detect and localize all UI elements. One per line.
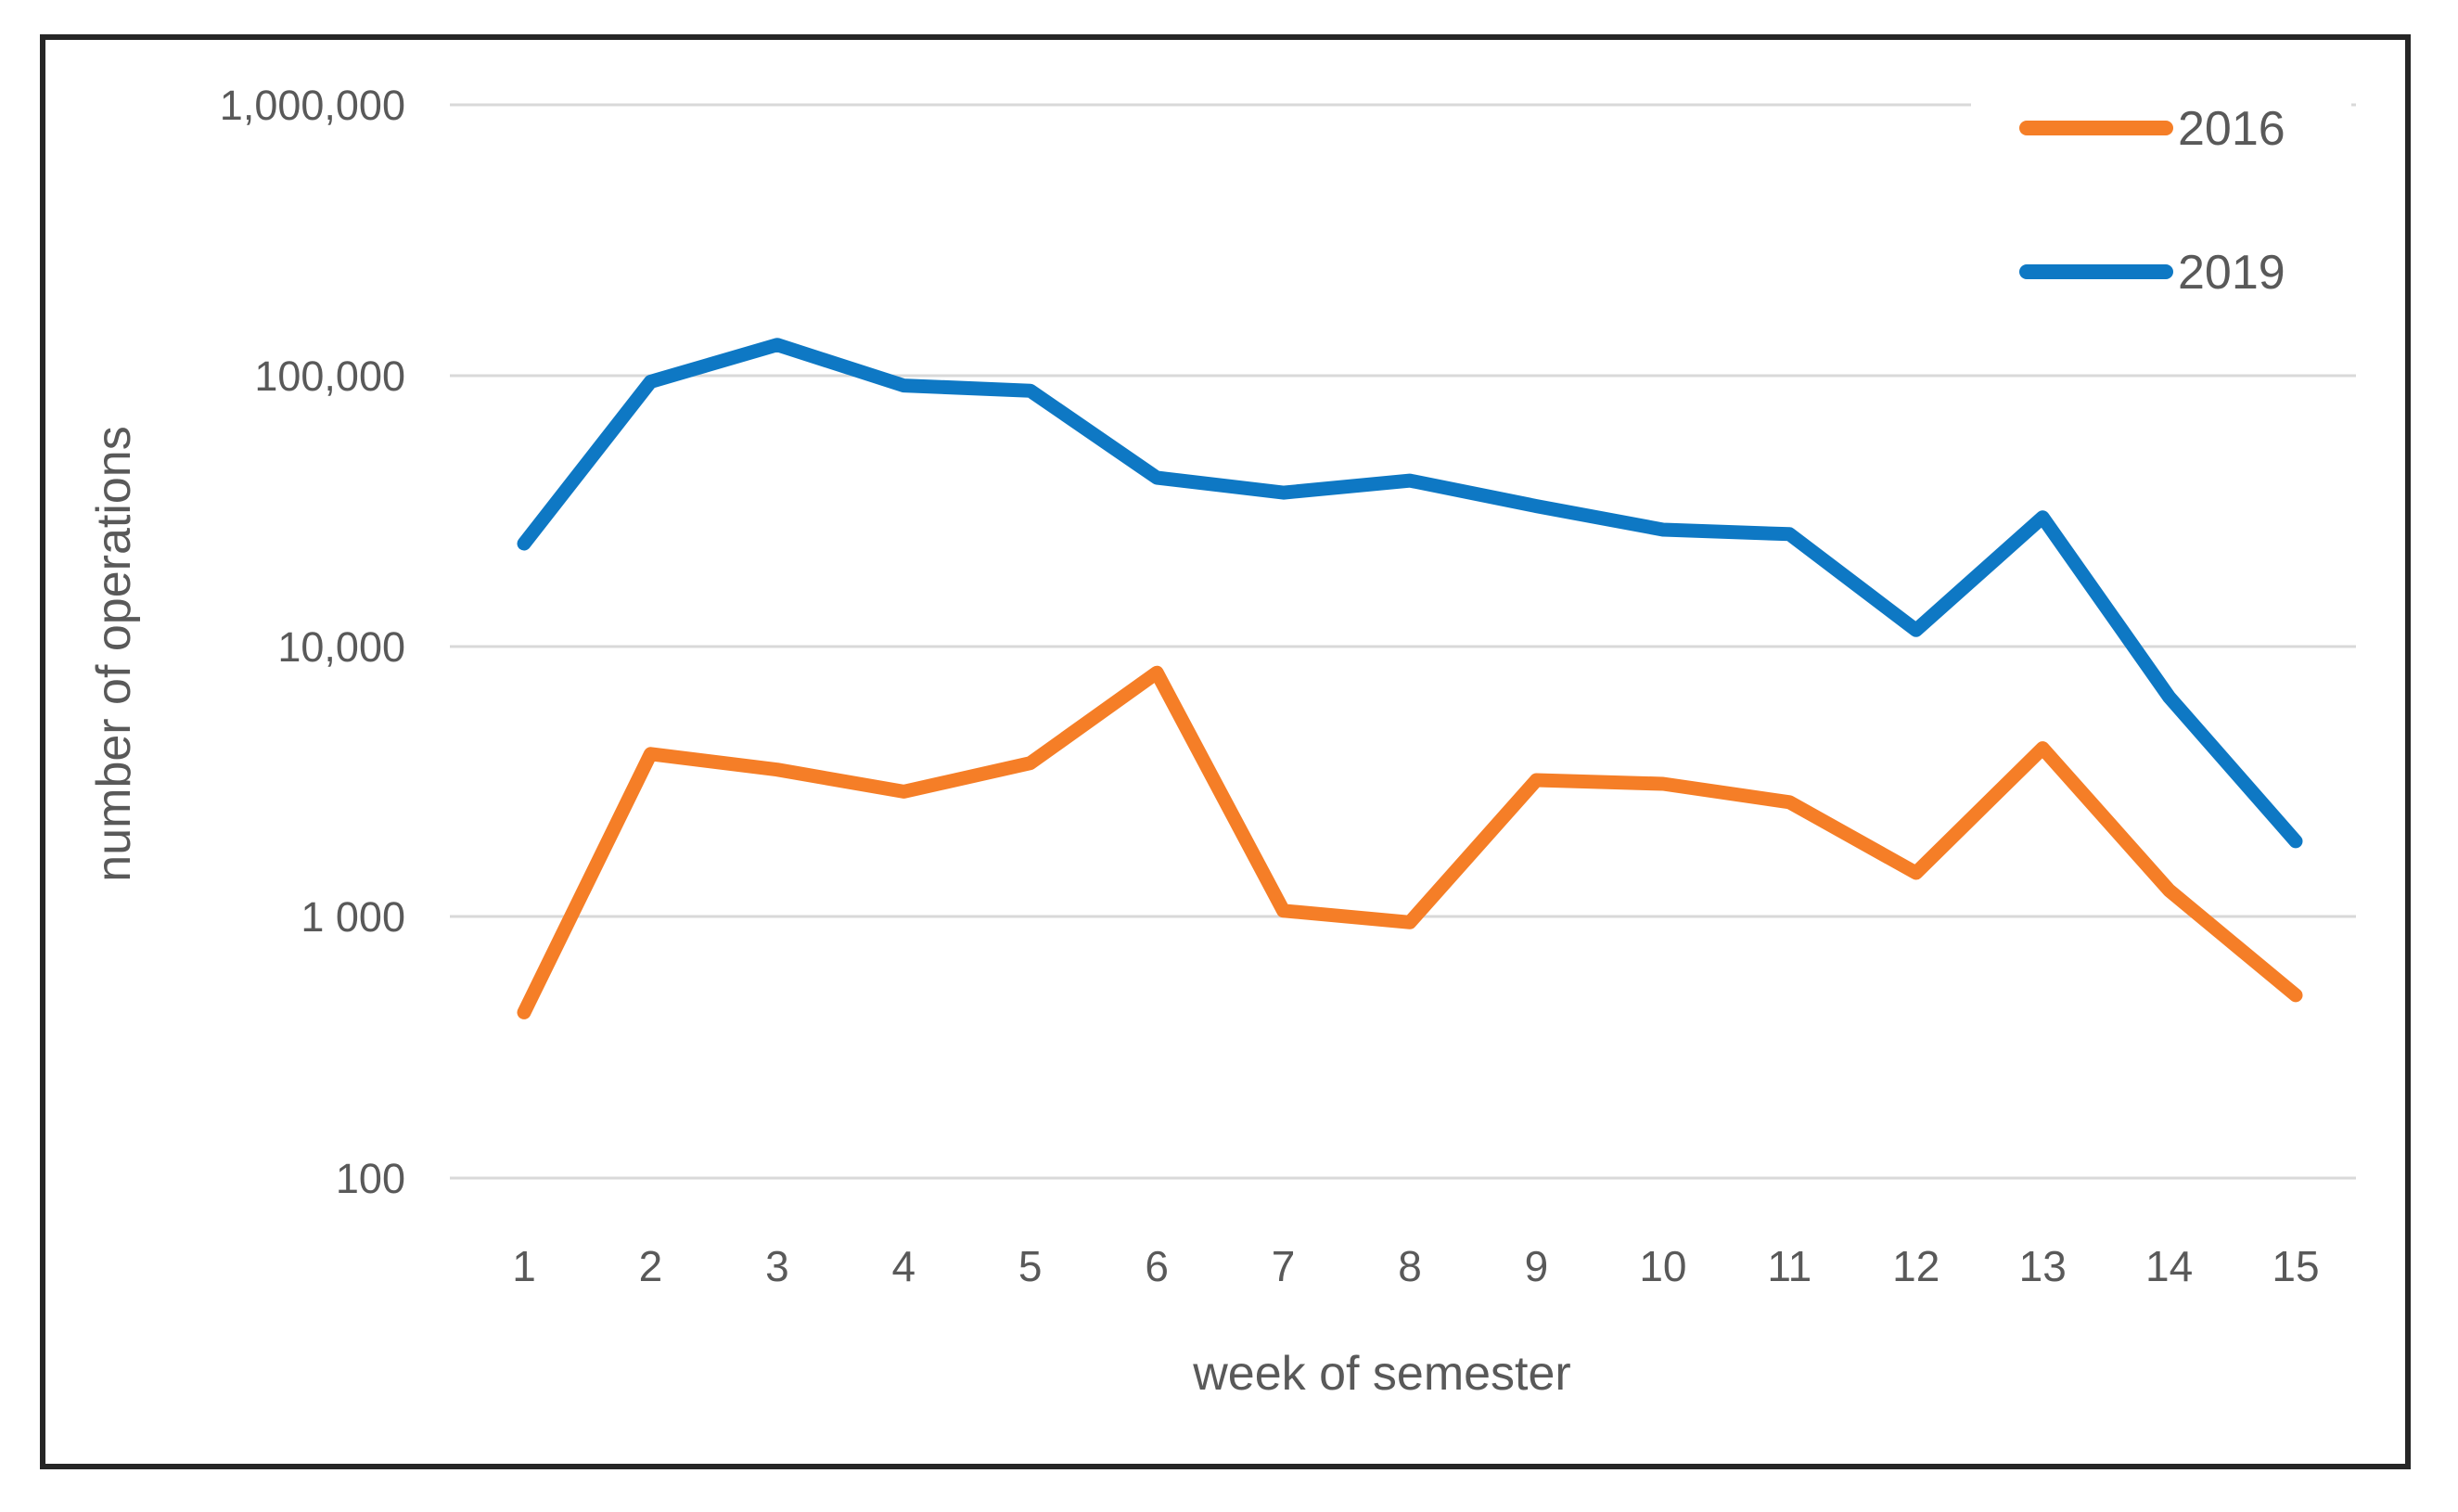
- x-tick-label: 7: [1272, 1242, 1296, 1290]
- x-tick-label: 11: [1767, 1242, 1811, 1290]
- chart-frame: [40, 34, 2411, 1469]
- series-line-2019: [517, 338, 2303, 849]
- y-axis-title: number of operations: [87, 426, 141, 881]
- x-tick-label: 2: [639, 1242, 663, 1290]
- legend: 2016 2019: [1971, 79, 2351, 311]
- y-tick-label: 1,000,000: [220, 82, 405, 129]
- x-tick-label: 15: [2272, 1242, 2319, 1290]
- series-line-2016: [517, 665, 2303, 1019]
- series-group: [517, 338, 2303, 1019]
- legend-label-2019: 2019: [2178, 246, 2285, 300]
- x-axis-tick-labels: 1 2 3 4 5 6 7 8 9 10 11 12 13 14 15: [512, 1242, 2319, 1290]
- x-tick-label: 4: [892, 1242, 916, 1290]
- x-tick-label: 9: [1525, 1242, 1549, 1290]
- x-tick-label: 5: [1018, 1242, 1043, 1290]
- x-tick-label: 14: [2145, 1242, 2193, 1290]
- y-axis-tick-labels: 1,000,000 100,000 10,000 1 000 100: [220, 82, 405, 1202]
- x-axis-title: week of semester: [1192, 1347, 1571, 1401]
- x-tick-label: 3: [765, 1242, 789, 1290]
- y-tick-label: 1 000: [301, 893, 405, 941]
- x-tick-label: 8: [1398, 1242, 1422, 1290]
- x-tick-label: 1: [512, 1242, 536, 1290]
- y-tick-label: 100: [336, 1155, 405, 1202]
- x-tick-label: 10: [1639, 1242, 1686, 1290]
- x-tick-label: 6: [1145, 1242, 1169, 1290]
- y-tick-label: 10,000: [277, 623, 405, 671]
- x-tick-label: 13: [2019, 1242, 2067, 1290]
- y-tick-label: 100,000: [254, 352, 405, 400]
- legend-label-2016: 2016: [2178, 102, 2285, 156]
- x-tick-label: 12: [1892, 1242, 1940, 1290]
